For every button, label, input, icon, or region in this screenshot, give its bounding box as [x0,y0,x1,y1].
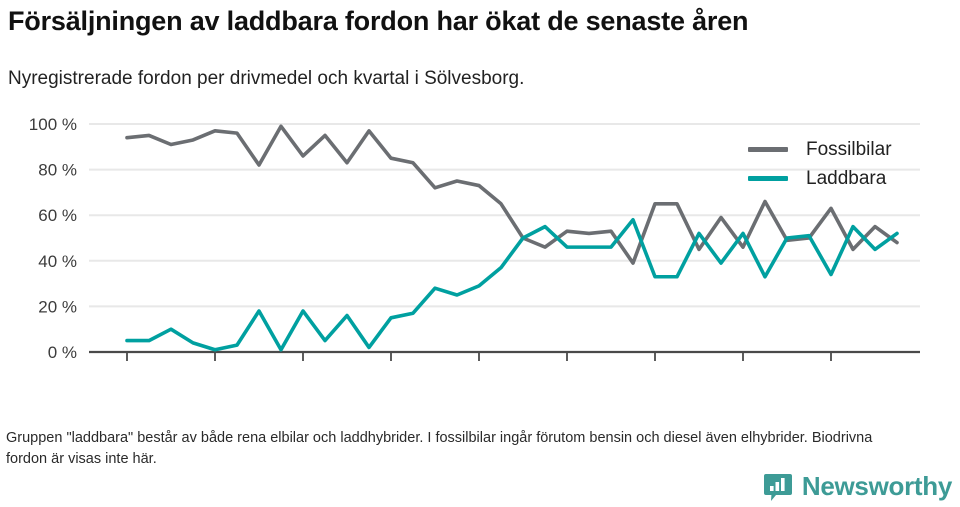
y-axis-tick-label: 0 % [48,343,77,362]
x-axis-tick-label: 2017 [106,368,148,370]
x-axis-tick-label: 2020 [370,368,412,370]
x-axis-tick-label: 2023 [634,368,676,370]
legend-item-fossilbilar: Fossilbilar [748,135,948,164]
x-axis-tick-label: 2024 [722,368,765,370]
y-axis-tick-label: 80 % [38,161,77,180]
legend-item-laddbara: Laddbara [748,164,948,193]
y-axis-tick-label: 60 % [38,206,77,225]
x-axis-tick-label: 2025 [810,368,852,370]
y-axis-tick-label: 40 % [38,252,77,271]
legend-swatch-fossilbilar [748,147,788,152]
legend-label-laddbara: Laddbara [806,167,887,189]
legend-label-fossilbilar: Fossilbilar [806,138,892,160]
page-subtitle: Nyregistrerade fordon per drivmedel och … [8,68,525,89]
y-axis-tick-label: 20 % [38,297,77,316]
chart-plot-area: 0 % 20 % 40 % 60 % 80 % 100 % 2017 2018 2019 2020… [0,110,960,370]
bar-chart-bubble-icon [763,472,793,502]
chart-footnote: Gruppen "laddbara" består av både rena e… [6,430,873,468]
page-title: Försäljningen av laddbara fordon har öka… [8,6,749,36]
series-line-fossilbilar [125,124,899,265]
y-axis-tick-label: 100 % [29,115,77,134]
legend-swatch-laddbara [748,176,788,181]
x-axis-tick-label: 2018 [194,368,236,370]
x-axis-tick-label: 2019 [282,368,324,370]
newsworthy-logo: Newsworthy [763,471,952,502]
series-line-laddbara [125,217,899,352]
x-axis-tick-label: 2022 [546,368,588,370]
newsworthy-wordmark: Newsworthy [801,471,952,501]
x-axis-tick-label: 2021 [458,368,500,370]
chart-legend: Fossilbilar Laddbara [748,135,948,193]
line-chart-svg: 0 % 20 % 40 % 60 % 80 % 100 % 2017 2018 2019 2020… [29,115,920,370]
